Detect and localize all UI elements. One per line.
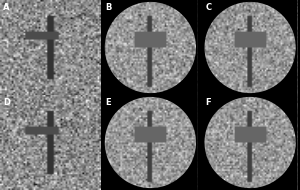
- Text: E: E: [106, 98, 111, 107]
- Text: F: F: [206, 98, 211, 107]
- Text: D: D: [3, 98, 10, 107]
- Text: A: A: [3, 3, 10, 12]
- PathPatch shape: [202, 95, 298, 190]
- PathPatch shape: [202, 0, 298, 95]
- Text: B: B: [106, 3, 112, 12]
- PathPatch shape: [103, 95, 198, 190]
- Text: C: C: [206, 3, 212, 12]
- PathPatch shape: [103, 0, 198, 95]
